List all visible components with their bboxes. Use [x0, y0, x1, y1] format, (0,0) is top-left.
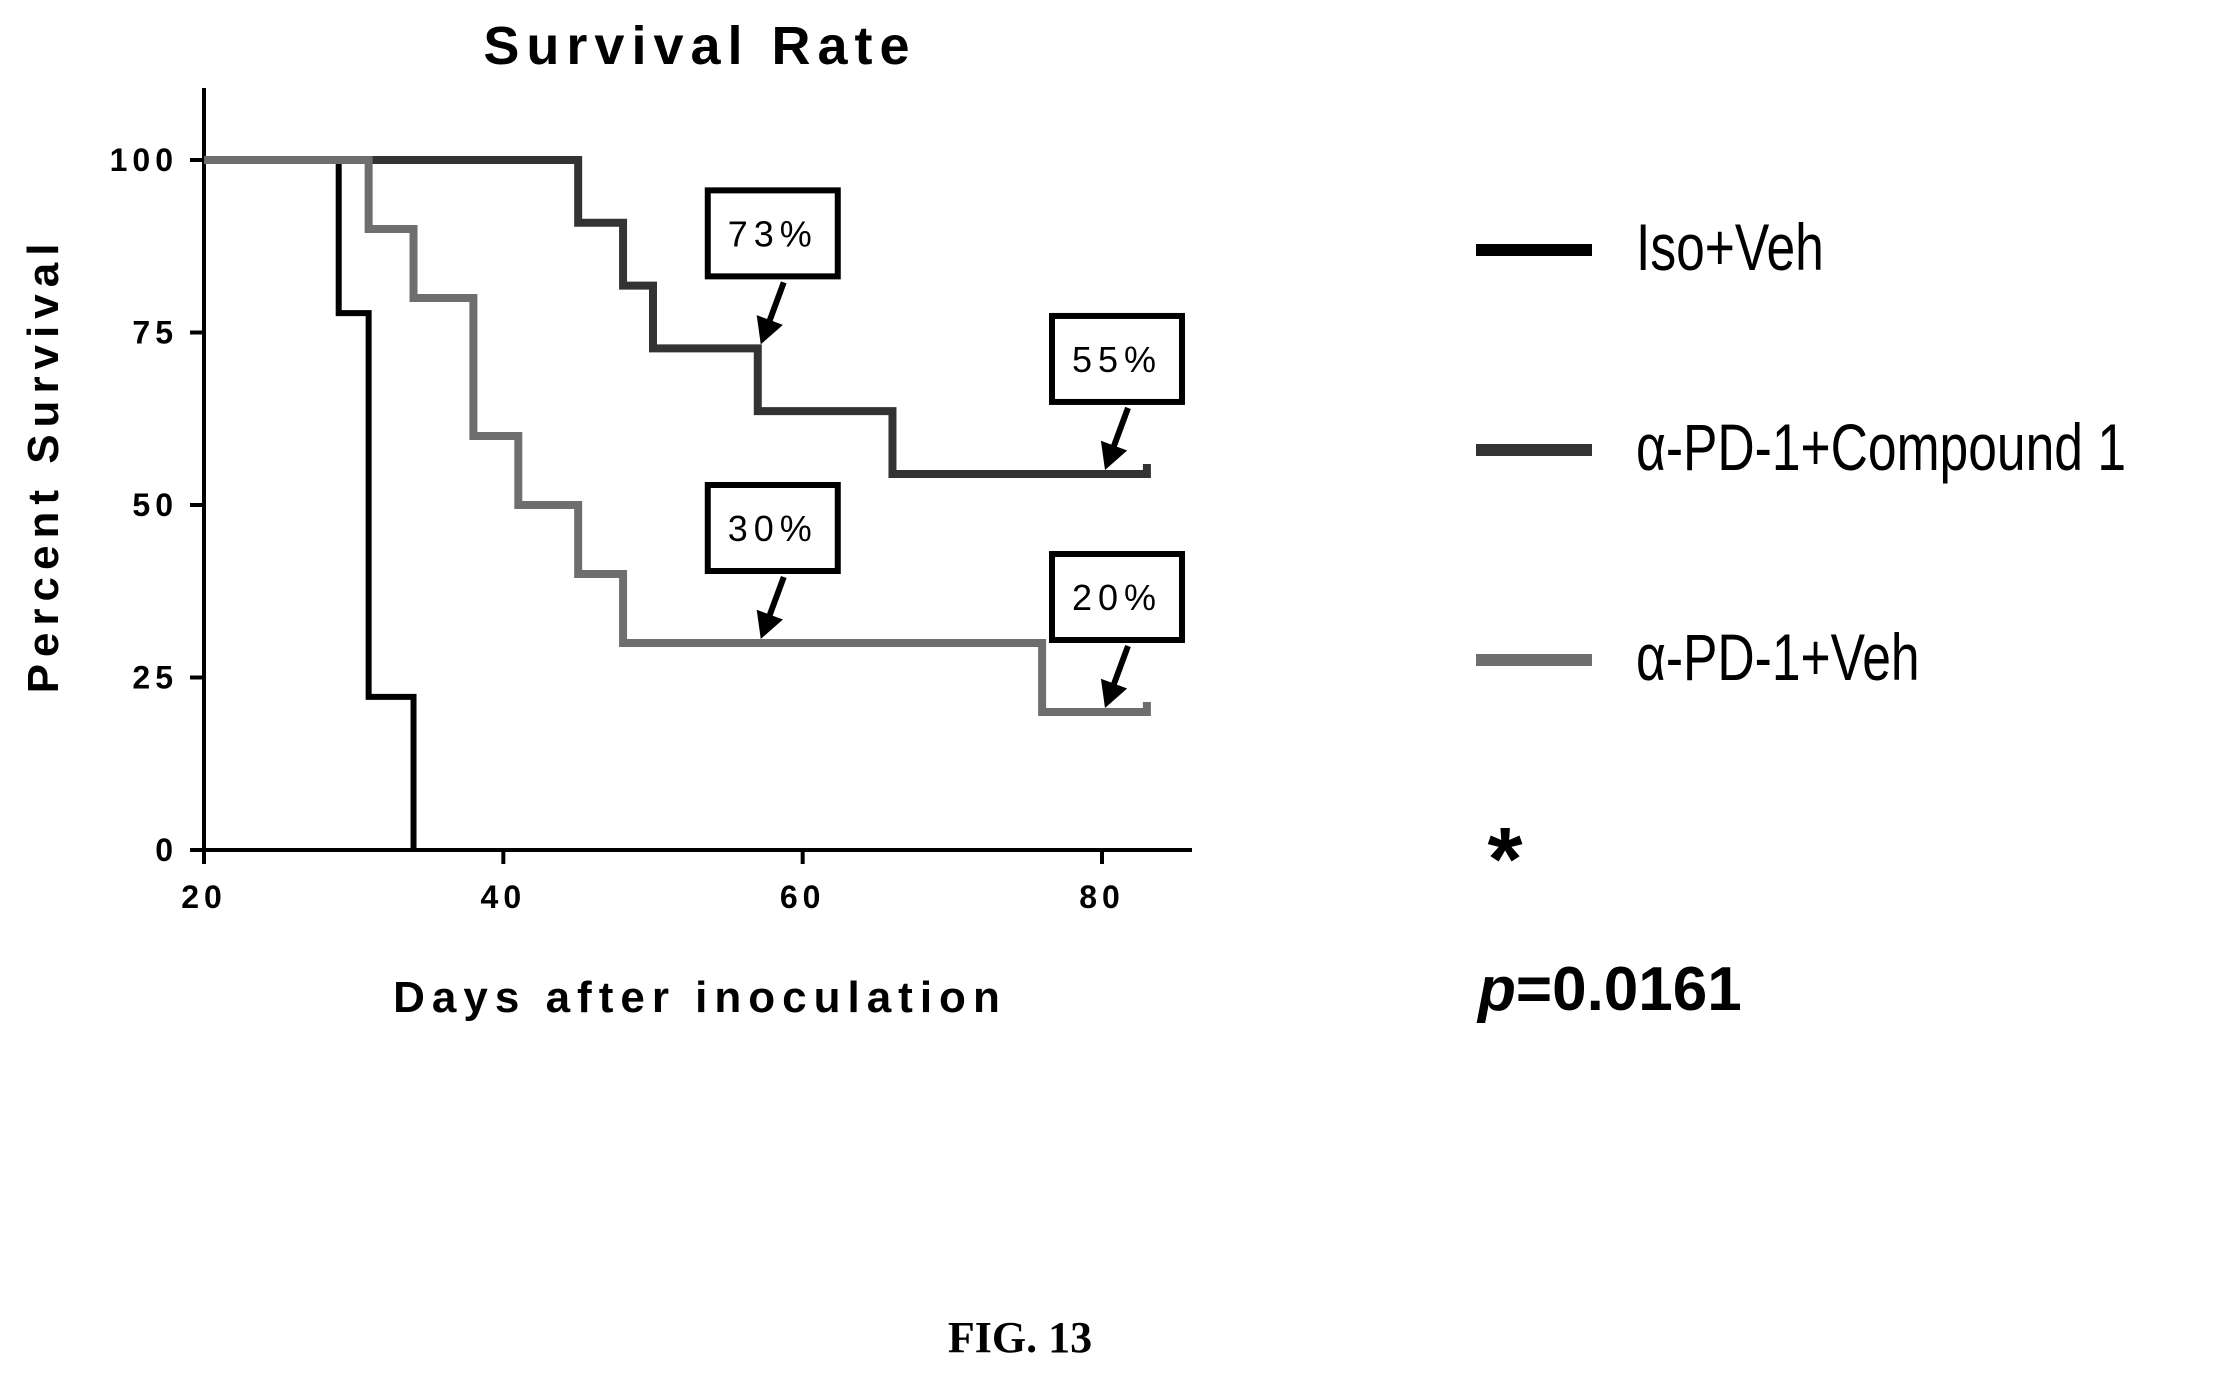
y-tick-label: 50 [132, 487, 178, 523]
series-line-1 [204, 157, 417, 850]
annotation-box [704, 187, 841, 280]
annotation-arrowhead [756, 609, 783, 639]
p-value-text: p=0.0161 [1476, 955, 1742, 1024]
x-axis-label: Days after inoculation [393, 973, 1007, 1022]
annotation-box [1049, 551, 1185, 643]
annotation-label: 55% [1072, 339, 1162, 380]
series-lines [204, 156, 1151, 850]
x-tick-label: 80 [1079, 879, 1125, 915]
series-line-2 [204, 156, 1151, 478]
legend-label: α-PD-1+Veh [1636, 620, 1920, 695]
y-tick-label: 100 [110, 142, 178, 178]
annotation-arrowhead [756, 315, 783, 345]
y-tick-group: 0 25 50 75 100 [110, 142, 204, 868]
x-tick-label: 60 [780, 879, 826, 915]
legend: Iso+Veh α-PD-1+Compound 1 α-PD-1+Veh [1476, 210, 2126, 695]
annotation-arrowhead [1100, 440, 1128, 470]
series-line-3 [204, 156, 1151, 716]
annotation-label: 30% [728, 508, 818, 549]
annotation-label: 73% [728, 213, 818, 254]
annotation-group: 73% 55% 30% 20% [704, 187, 1185, 708]
y-tick-label: 25 [132, 660, 178, 696]
annotation-arrowhead [1100, 678, 1128, 708]
legend-label: α-PD-1+Compound 1 [1636, 410, 2126, 485]
annotation-box [704, 482, 841, 574]
y-tick-label: 0 [155, 832, 178, 868]
annotation-box [1049, 312, 1185, 405]
x-tick-label: 40 [481, 879, 527, 915]
x-tick-label: 20 [181, 879, 227, 915]
chart-title: Survival Rate [483, 16, 916, 76]
annotation-label: 20% [1072, 577, 1162, 618]
p-value-symbol: p [1476, 955, 1516, 1024]
significance-marker: * [1487, 810, 1522, 910]
p-value-number: =0.0161 [1516, 955, 1742, 1024]
legend-label: Iso+Veh [1636, 210, 1824, 285]
x-tick-group: 20 40 60 80 [181, 850, 1125, 915]
y-axis-label: Percent Survival [19, 237, 68, 694]
figure-label: FIG. 13 [948, 1313, 1092, 1362]
y-tick-label: 75 [132, 315, 178, 351]
